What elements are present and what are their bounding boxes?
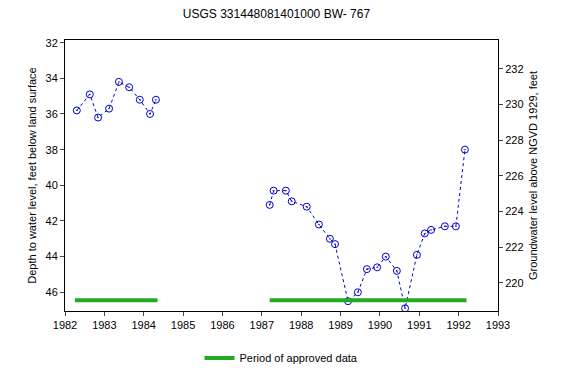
svg-text:224: 224 [505, 205, 523, 217]
svg-text:232: 232 [505, 63, 523, 75]
svg-text:32: 32 [46, 37, 58, 49]
svg-text:1989: 1989 [328, 319, 352, 331]
svg-text:1986: 1986 [210, 319, 234, 331]
svg-text:Period of approved data: Period of approved data [240, 352, 358, 364]
svg-text:228: 228 [505, 134, 523, 146]
svg-text:36: 36 [46, 108, 58, 120]
svg-text:1993: 1993 [486, 319, 510, 331]
svg-text:1992: 1992 [446, 319, 470, 331]
svg-text:1985: 1985 [171, 319, 195, 331]
svg-text:226: 226 [505, 170, 523, 182]
svg-text:USGS 331448081401000 BW- 767: USGS 331448081401000 BW- 767 [183, 7, 371, 21]
svg-text:1988: 1988 [289, 319, 313, 331]
svg-text:44: 44 [46, 250, 58, 262]
svg-text:40: 40 [46, 179, 58, 191]
svg-text:222: 222 [505, 241, 523, 253]
svg-text:38: 38 [46, 144, 58, 156]
svg-text:1987: 1987 [250, 319, 274, 331]
svg-text:46: 46 [46, 286, 58, 298]
svg-text:1982: 1982 [53, 319, 77, 331]
svg-text:34: 34 [46, 72, 58, 84]
svg-text:230: 230 [505, 98, 523, 110]
svg-text:220: 220 [505, 277, 523, 289]
svg-text:42: 42 [46, 215, 58, 227]
svg-text:Depth to water level, feet bel: Depth to water level, feet below land su… [26, 67, 38, 283]
svg-text:1991: 1991 [407, 319, 431, 331]
svg-text:1984: 1984 [131, 319, 155, 331]
svg-text:1983: 1983 [92, 319, 116, 331]
svg-text:1990: 1990 [368, 319, 392, 331]
svg-text:Groundwater level above NGVD 1: Groundwater level above NGVD 1929, feet [527, 71, 539, 280]
